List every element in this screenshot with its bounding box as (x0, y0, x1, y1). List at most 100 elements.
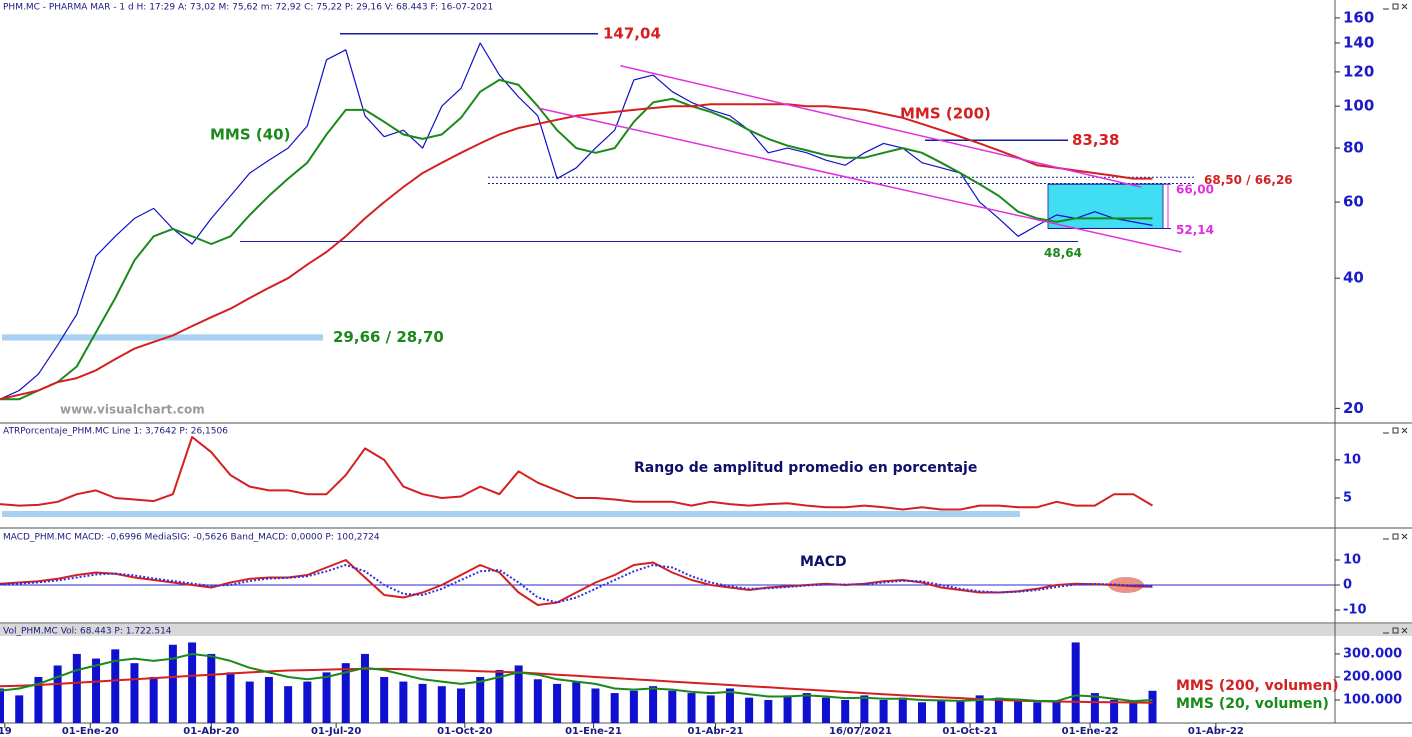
volume-bar (918, 702, 927, 723)
panel-title: ATRPorcentaje_PHM.MC Line 1: 3,7642 P: 2… (3, 427, 228, 437)
watermark: www.visualchart.com (60, 403, 205, 417)
volume-bar (1148, 690, 1157, 723)
volume-bar (92, 658, 101, 723)
volume-bar (1129, 702, 1138, 723)
volume-bar (687, 693, 696, 723)
volume-bar (706, 695, 715, 723)
x-tick-label: 01-Abr-20 (183, 726, 239, 737)
range-box (1047, 183, 1164, 229)
volume-bar (764, 699, 773, 723)
maximize-icon (1392, 627, 1399, 634)
annotation: MACD (800, 554, 847, 570)
volume-bar (418, 683, 427, 723)
x-tick-label: 01-Ene-21 (565, 726, 622, 737)
volume-bar (1110, 699, 1119, 723)
volume-bar (437, 686, 446, 723)
y-tick-label: 120 (1343, 62, 1374, 80)
volume-bar (553, 683, 562, 723)
panel-title: PHM.MC - PHARMA MAR - 1 d H: 17:29 A: 73… (3, 3, 493, 13)
volume-bar (1090, 693, 1099, 723)
volume-bar (322, 672, 331, 723)
support-band (2, 334, 323, 341)
volume-bar (783, 695, 792, 723)
volume-bar (226, 672, 235, 723)
y-tick-label: 10 (1343, 452, 1361, 467)
y-tick-label: 140 (1343, 33, 1374, 51)
volume-bar (956, 701, 965, 723)
volume-bar (380, 676, 389, 723)
line-series (0, 78, 1153, 401)
volume-bar (937, 699, 946, 723)
y-tick-label: 60 (1343, 193, 1364, 211)
volume-bar (360, 653, 369, 723)
volume-bar (341, 663, 350, 723)
volume-bar (303, 681, 312, 723)
volume-bar (994, 697, 1003, 723)
y-tick-label: -10 (1343, 603, 1367, 618)
volume-bar (207, 653, 216, 723)
volume-bar (53, 665, 62, 723)
y-tick-label: 80 (1343, 139, 1364, 157)
x-tick-label: 01-Oct-21 (942, 726, 997, 737)
volume-bar (745, 697, 754, 723)
volume-bar (841, 699, 850, 723)
volume-bar (533, 679, 542, 723)
volume-bar (399, 681, 408, 723)
y-tick-label: 10 (1343, 553, 1361, 568)
volume-bar (591, 688, 600, 723)
volume-bar (860, 695, 869, 723)
atr-band (2, 511, 1020, 517)
series-label: MMS (40) (210, 126, 290, 144)
volume-bar (898, 697, 907, 723)
level-label: 52,14 (1176, 223, 1214, 237)
x-tick-label: 01-Oct-20 (437, 726, 492, 737)
volume-bar (34, 676, 43, 723)
volume-bar (264, 676, 273, 723)
volume-bar (975, 695, 984, 723)
series-label: MMS (200, volumen) (1176, 678, 1339, 694)
x-tick-label: 01-Jul-20 (311, 726, 361, 737)
x-tick-label: 01-Abr-21 (688, 726, 744, 737)
y-tick-label: 100 (1343, 97, 1374, 115)
volume-bar (610, 693, 619, 723)
annotation: Rango de amplitud promedio en porcentaje (634, 460, 977, 476)
maximize-icon (1392, 3, 1399, 10)
volume-bar (495, 670, 504, 723)
volume-bar (245, 681, 254, 723)
line-series (0, 667, 1153, 704)
volume-bar (1014, 699, 1023, 723)
line-series (0, 653, 1153, 703)
close-icon (1401, 3, 1408, 10)
y-tick-label: 40 (1343, 269, 1364, 287)
volume-bar (802, 693, 811, 723)
x-tick-label: 19 (0, 726, 12, 737)
close-icon (1401, 427, 1408, 434)
volume-bar (188, 642, 197, 723)
volume-bar (1052, 701, 1061, 723)
panel-title: Vol_PHM.MC Vol: 68.443 P: 1.722.514 (3, 627, 172, 637)
close-icon (1401, 627, 1408, 634)
volume-bar (649, 686, 658, 723)
volume-bar (130, 663, 139, 723)
y-tick-label: 100.000 (1343, 692, 1402, 707)
volume-header-strip (0, 624, 1412, 636)
maximize-icon (1392, 427, 1399, 434)
trend-channel (620, 65, 1142, 188)
level-label: 68,50 / 66,26 (1204, 173, 1293, 187)
volume-bar (111, 649, 120, 723)
volume-bar (72, 653, 81, 723)
level-label: 83,38 (1072, 131, 1119, 149)
trend-channel (537, 107, 1182, 253)
volume-bar (0, 688, 4, 723)
volume-bar (284, 686, 293, 723)
line-series (0, 436, 1154, 511)
y-tick-label: 5 (1343, 491, 1352, 506)
y-tick-label: 200.000 (1343, 669, 1402, 684)
series-label: MMS (200) (900, 105, 991, 123)
volume-bar (1071, 642, 1080, 723)
line-series (0, 564, 1153, 604)
volume-bar (821, 697, 830, 723)
volume-bar (1033, 702, 1042, 723)
volume-bar (168, 644, 177, 723)
